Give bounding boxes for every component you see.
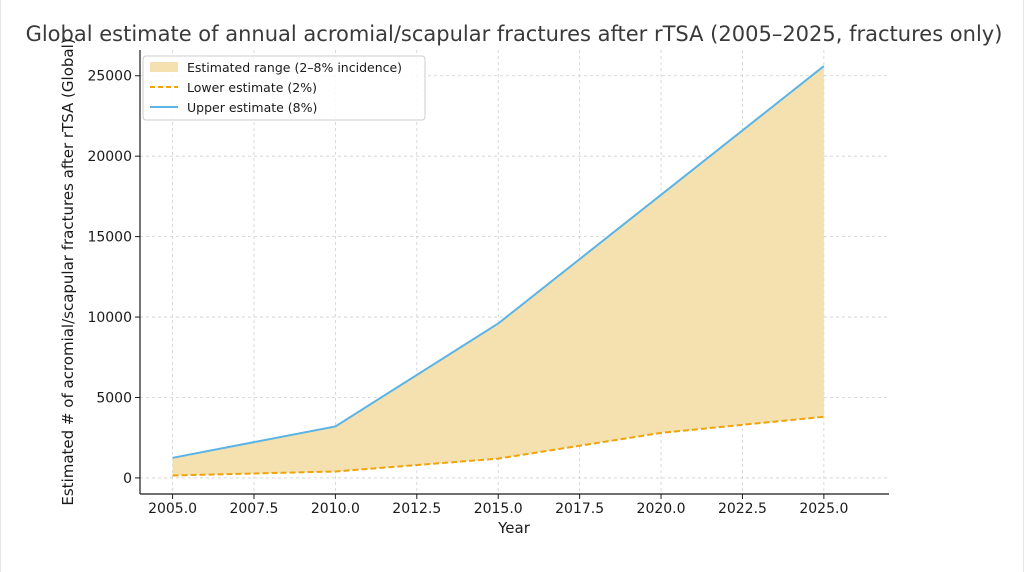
upper-estimate-line bbox=[172, 65, 825, 459]
x-tick-label-7: 2022.5 bbox=[718, 501, 767, 517]
y-tick-label-3: 15000 bbox=[87, 230, 132, 246]
estimated-range-band bbox=[172, 66, 824, 476]
x-tick-label-3: 2012.5 bbox=[392, 501, 441, 517]
y-ticks: 0 5000 10000 15000 20000 25000 bbox=[87, 69, 140, 487]
y-axis-title: Estimated # of acromial/scapular fractur… bbox=[59, 38, 77, 505]
x-tick-label-6: 2020.0 bbox=[637, 501, 686, 517]
lower-estimate-line bbox=[172, 415, 824, 477]
y-tick-label-0: 0 bbox=[123, 471, 132, 487]
legend-swatch-band bbox=[150, 62, 178, 72]
x-tick-label-1: 2007.5 bbox=[229, 501, 278, 517]
legend-box bbox=[142, 55, 426, 121]
legend-label-upper: Upper estimate (8%) bbox=[187, 100, 317, 115]
x-tick-label-5: 2017.5 bbox=[555, 501, 604, 517]
legend-label-lower: Lower estimate (2%) bbox=[187, 80, 317, 95]
y-tick-label-4: 20000 bbox=[87, 149, 132, 165]
x-axis-title: Year bbox=[497, 519, 531, 537]
legend: Estimated range (2–8% incidence) Lower e… bbox=[142, 55, 426, 121]
x-tick-label-2: 2010.0 bbox=[311, 501, 360, 517]
y-tick-label-1: 5000 bbox=[96, 390, 132, 406]
y-tick-label-5: 25000 bbox=[87, 69, 132, 85]
chart-title: Global estimate of annual acromial/scapu… bbox=[26, 22, 1003, 46]
x-tick-label-8: 2025.0 bbox=[799, 501, 848, 517]
x-ticks: 2005.0 2007.5 2010.0 2012.5 2015.0 2017.5 2020… bbox=[148, 494, 848, 517]
legend-label-band: Estimated range (2–8% incidence) bbox=[187, 60, 402, 75]
x-tick-label-0: 2005.0 bbox=[148, 501, 197, 517]
x-tick-label-4: 2015.0 bbox=[474, 501, 523, 517]
y-tick-label-2: 10000 bbox=[87, 310, 132, 326]
